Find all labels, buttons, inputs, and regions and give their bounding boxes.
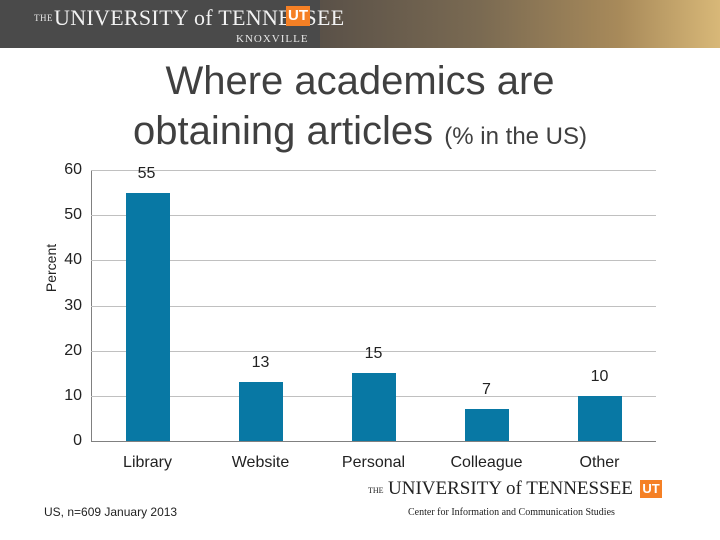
footer-ut-logo: UT bbox=[640, 480, 662, 498]
data-label-library: 55 bbox=[137, 164, 156, 182]
footer-logo: THE UNIVERSITY of TENNESSEE UT bbox=[368, 478, 668, 502]
y-axis-label: Percent bbox=[43, 243, 59, 293]
x-axis-line bbox=[91, 441, 656, 442]
ut-logo: UT bbox=[286, 6, 310, 26]
x-tick-label-website: Website bbox=[231, 454, 290, 471]
y-tick-label: 0 bbox=[73, 432, 82, 449]
y-tick-label: 20 bbox=[64, 341, 82, 359]
y-tick-label: 60 bbox=[64, 161, 82, 178]
y-tick-label: 50 bbox=[64, 206, 82, 224]
gridline bbox=[91, 306, 656, 307]
bar-personal bbox=[351, 373, 396, 441]
campus-photo bbox=[320, 0, 720, 48]
x-tick-label-personal: Personal bbox=[341, 454, 406, 471]
gridline bbox=[91, 215, 656, 216]
bar-website bbox=[238, 382, 283, 441]
x-tick-label-colleague: Colleague bbox=[450, 454, 523, 471]
data-label-other: 10 bbox=[590, 367, 609, 385]
x-tick-label-library: Library bbox=[123, 454, 172, 471]
gridline bbox=[91, 260, 656, 261]
bar-colleague bbox=[464, 409, 509, 441]
footer-university-name: UNIVERSITY of TENNESSEE bbox=[388, 478, 633, 499]
banner-the: THE bbox=[34, 13, 53, 23]
y-tick-label: 40 bbox=[64, 251, 82, 269]
chart-title-main: Where academics are obtaining articles bbox=[132, 59, 555, 153]
chart-title: Where academics are obtaining articles (… bbox=[90, 56, 630, 162]
bar-library bbox=[125, 192, 170, 441]
banner-logo-area bbox=[0, 0, 320, 48]
y-tick-label: 10 bbox=[64, 386, 82, 404]
chart-subtitle: (% in the US) bbox=[444, 123, 588, 150]
source-note: US, n=609 January 2013 bbox=[44, 505, 178, 519]
y-tick-label: 30 bbox=[64, 296, 82, 314]
gridline bbox=[91, 351, 656, 352]
data-label-colleague: 7 bbox=[482, 381, 491, 399]
center-name: Center for Information and Communication… bbox=[408, 507, 615, 518]
x-tick-label-other: Other bbox=[579, 454, 620, 471]
data-label-website: 13 bbox=[251, 354, 270, 372]
header-banner: THE UNIVERSITY of TENNESSEE UT KNOXVILLE bbox=[0, 0, 720, 48]
bar-other bbox=[577, 395, 622, 441]
data-label-personal: 15 bbox=[364, 345, 383, 363]
campus-name: KNOXVILLE bbox=[236, 33, 309, 45]
gridline bbox=[91, 170, 656, 171]
footer-the: THE bbox=[368, 486, 384, 495]
